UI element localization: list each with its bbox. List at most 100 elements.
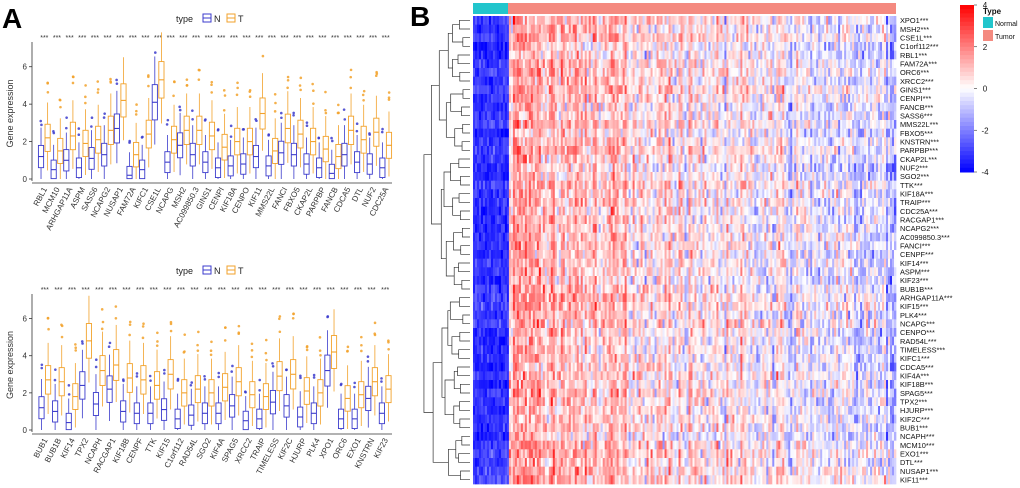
heatmap-cell	[528, 111, 532, 121]
heatmap-cell	[828, 120, 831, 130]
heatmap-cell	[600, 85, 604, 95]
heatmap-cell	[872, 128, 875, 138]
heatmap-cell	[826, 68, 829, 78]
heatmap-cell	[554, 42, 558, 52]
heatmap-cell	[558, 33, 562, 43]
heatmap-cell	[510, 76, 514, 86]
heatmap-cell	[638, 94, 641, 104]
heatmap-cell	[480, 24, 484, 34]
heatmap-cell	[772, 137, 775, 147]
heatmap-cell	[868, 128, 871, 138]
heatmap-cell	[850, 68, 853, 78]
heatmap-cell	[566, 137, 570, 147]
heatmap-cell	[752, 163, 755, 173]
heatmap-cell	[816, 172, 819, 182]
heatmap-cell	[878, 146, 881, 156]
heatmap-cell	[714, 137, 717, 147]
heatmap-cell	[840, 68, 843, 78]
heatmap-cell	[890, 111, 893, 121]
heatmap-cell	[654, 128, 657, 138]
heatmap-cell	[666, 111, 669, 121]
heatmap-cell	[638, 24, 641, 34]
heatmap-cell	[520, 120, 524, 130]
heatmap-cell	[874, 50, 877, 60]
heatmap-cell	[814, 24, 817, 34]
heatmap-cell	[652, 146, 655, 156]
heatmap-cell	[516, 172, 520, 182]
heatmap-cell	[548, 137, 552, 147]
heatmap-cell	[708, 68, 711, 78]
heatmap-cell	[844, 59, 847, 69]
heatmap-cell	[776, 76, 779, 86]
heatmap-cell	[550, 128, 554, 138]
heatmap-cell	[754, 33, 757, 43]
heatmap-cell	[676, 68, 679, 78]
heatmap-cell	[746, 120, 749, 130]
heatmap-cell	[744, 120, 747, 130]
heatmap-cell	[688, 128, 691, 138]
heatmap-cell	[688, 85, 691, 95]
heatmap-cell	[664, 94, 667, 104]
heatmap-cell	[524, 76, 528, 86]
heatmap-cell	[624, 33, 627, 43]
heatmap-cell	[670, 154, 673, 164]
heatmap-cell	[706, 154, 709, 164]
heatmap-cell	[598, 68, 602, 78]
heatmap-cell	[786, 42, 789, 52]
heatmap-cell	[590, 163, 594, 173]
heatmap-cell	[672, 137, 675, 147]
heatmap-cell	[792, 76, 795, 86]
significance-mark: ***	[381, 287, 389, 294]
heatmap-cell	[736, 172, 739, 182]
heatmap-cell	[846, 33, 849, 43]
heatmap-cell	[594, 120, 598, 130]
heatmap-cell	[612, 180, 616, 190]
heatmap-cell	[474, 102, 478, 112]
heatmap-cell	[528, 59, 532, 69]
heatmap-cell	[582, 16, 586, 26]
heatmap-cell	[532, 154, 536, 164]
heatmap-cell	[684, 120, 687, 130]
heatmap-cell	[486, 102, 490, 112]
heatmap-cell	[724, 120, 727, 130]
heatmap-cell	[762, 111, 765, 121]
heatmap-cell	[768, 59, 771, 69]
heatmap-cell	[618, 180, 622, 190]
heatmap-cell	[540, 120, 544, 130]
significance-mark: ***	[122, 287, 130, 294]
heatmap-cell	[496, 154, 500, 164]
heatmap-cell	[826, 85, 829, 95]
heatmap-cell	[640, 42, 643, 52]
heatmap-cell	[522, 24, 526, 34]
significance-mark: ***	[218, 287, 226, 294]
heatmap-cell	[812, 24, 815, 34]
heatmap-cell	[834, 16, 837, 26]
heatmap-cell	[526, 42, 530, 52]
heatmap-cell	[538, 68, 542, 78]
heatmap-cell	[662, 33, 665, 43]
heatmap-cell	[642, 24, 645, 34]
heatmap-cell	[752, 137, 755, 147]
heatmap-cell	[888, 111, 891, 121]
significance-mark: ***	[41, 287, 49, 294]
heatmap-cell	[632, 154, 635, 164]
heatmap-cell	[618, 94, 622, 104]
heatmap-cell	[628, 172, 631, 182]
heatmap-cell	[560, 102, 564, 112]
significance-mark: ***	[268, 35, 276, 42]
heatmap-cell	[796, 137, 799, 147]
category-RBL1: ***RBL1	[32, 35, 51, 208]
significance-mark: ***	[53, 35, 61, 42]
heatmap-cell	[746, 154, 749, 164]
outlier-T	[362, 89, 366, 93]
heatmap-cell	[816, 146, 819, 156]
heatmap-cell	[548, 94, 552, 104]
heatmap-cell	[828, 154, 831, 164]
heatmap-cell	[566, 102, 570, 112]
heatmap-cell	[750, 59, 753, 69]
heatmap-cell	[488, 24, 492, 34]
heatmap-cell	[732, 24, 735, 34]
heatmap-cell	[484, 76, 488, 86]
significance-mark: ***	[136, 287, 144, 294]
heatmap-cell	[590, 154, 594, 164]
